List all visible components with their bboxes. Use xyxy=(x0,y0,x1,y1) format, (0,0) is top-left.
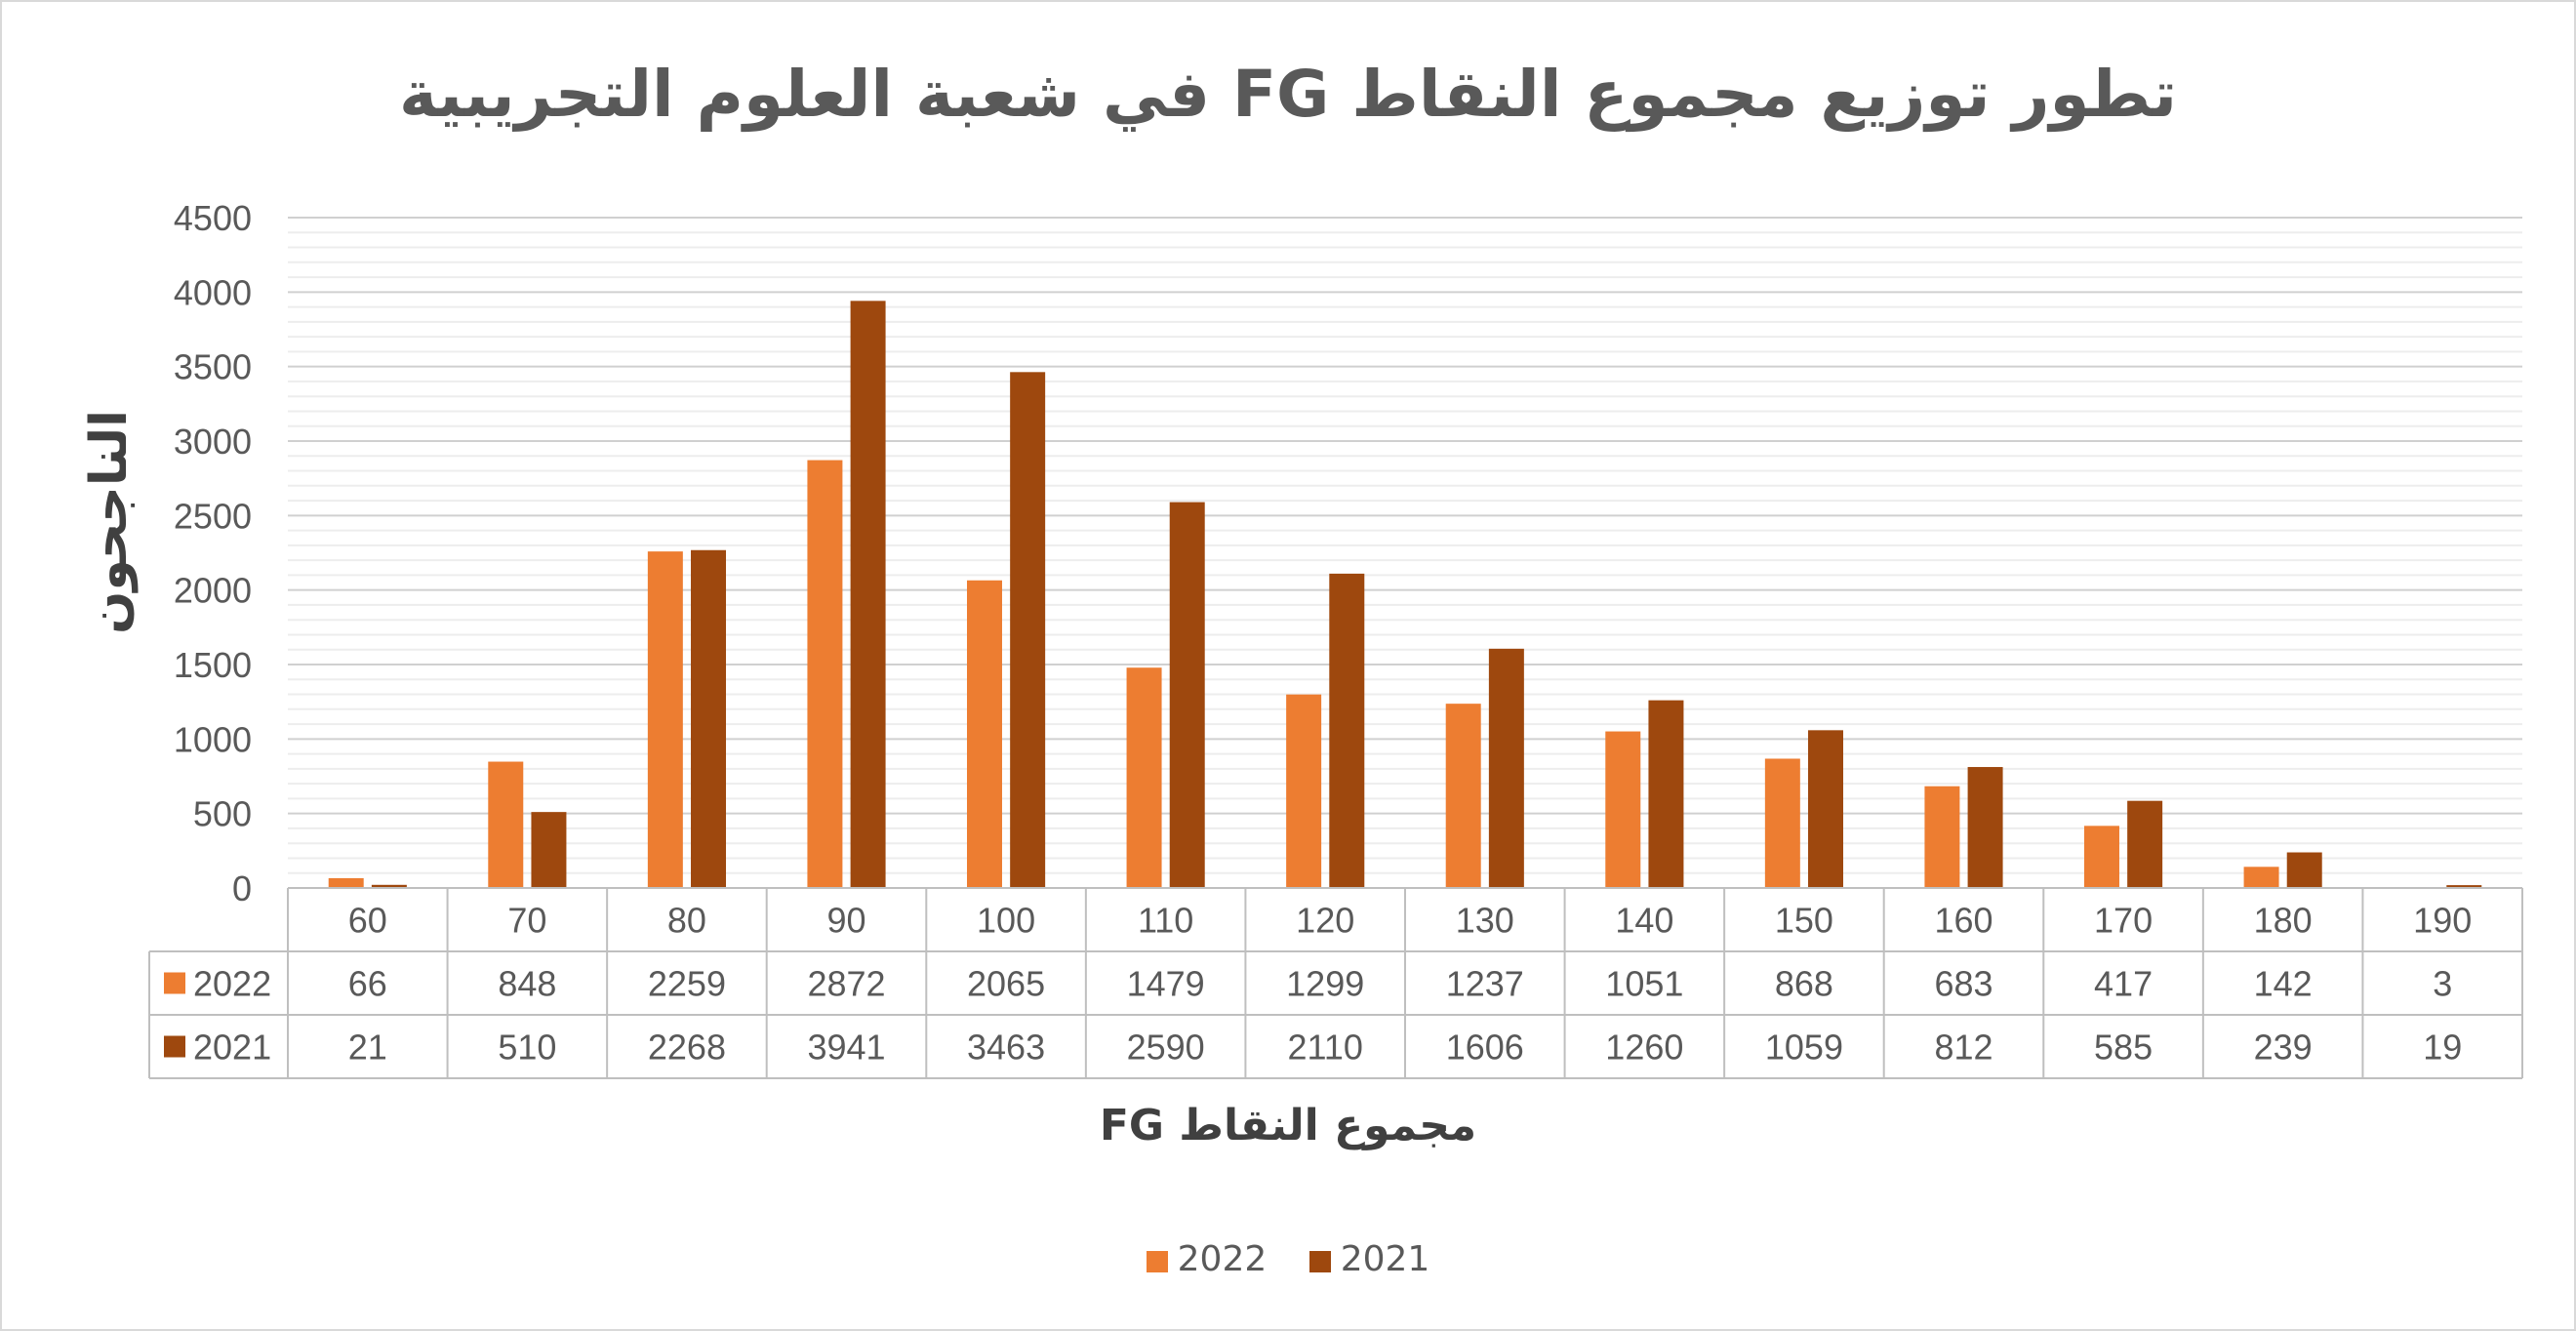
table-cell-value: 848 xyxy=(498,964,556,1004)
table-cell-value: 868 xyxy=(1775,964,1833,1004)
x-tick-label: 110 xyxy=(1138,901,1193,941)
x-tick-label: 100 xyxy=(977,901,1035,941)
bar-series-2 xyxy=(691,549,727,888)
y-tick-label: 4500 xyxy=(174,198,252,238)
bar-series-2 xyxy=(1488,648,1524,888)
table-cell-value: 812 xyxy=(1934,1028,1992,1068)
y-tick-label: 500 xyxy=(193,794,252,834)
bar-series-1 xyxy=(2083,826,2119,888)
table-legend-key-series-1 xyxy=(164,972,185,994)
y-tick-label: 0 xyxy=(232,868,252,908)
table-cell-value: 2268 xyxy=(648,1028,726,1068)
x-tick-label: 190 xyxy=(2413,901,2472,941)
x-tick-label: 160 xyxy=(1934,901,1992,941)
bar-series-2 xyxy=(2446,885,2482,888)
table-cell-value: 1237 xyxy=(1446,964,1524,1004)
table-cell-value: 19 xyxy=(2423,1028,2462,1068)
legend-label-series-1: 2022 xyxy=(1177,1239,1268,1279)
table-cell-value: 2110 xyxy=(1288,1028,1363,1068)
legend-item-series-1: 2022 xyxy=(1146,1239,1268,1279)
bar-series-1 xyxy=(328,877,364,888)
bar-series-2 xyxy=(2127,800,2163,888)
bar-series-2 xyxy=(1808,730,1844,888)
y-tick-label: 4000 xyxy=(174,272,252,312)
y-tick-label: 2500 xyxy=(174,496,252,536)
bar-series-2 xyxy=(1010,372,1046,889)
table-cell-value: 1479 xyxy=(1127,964,1205,1004)
y-tick-label: 1000 xyxy=(174,719,252,759)
legend-swatch-series-1 xyxy=(1146,1251,1168,1272)
table-cell-value: 66 xyxy=(348,964,387,1004)
table-cell-value: 1606 xyxy=(1446,1028,1524,1068)
legend-swatch-series-2 xyxy=(1308,1251,1331,1272)
y-tick-label: 1500 xyxy=(174,645,252,685)
bar-series-2 xyxy=(1967,767,2003,888)
bar-series-2 xyxy=(850,301,886,888)
table-cell-value: 585 xyxy=(2094,1028,2153,1068)
table-cell-value: 2872 xyxy=(807,964,885,1004)
bar-series-1 xyxy=(1605,731,1641,888)
x-tick-label: 150 xyxy=(1775,901,1833,941)
table-cell-value: 3463 xyxy=(967,1028,1045,1068)
table-cell-value: 21 xyxy=(348,1028,387,1068)
y-tick-label: 3500 xyxy=(174,347,252,387)
bar-series-1 xyxy=(1126,667,1162,888)
table-cell-value: 417 xyxy=(2094,964,2153,1004)
table-row-label-series-1: 2022 xyxy=(193,964,271,1004)
table-cell-value: 2259 xyxy=(648,964,726,1004)
table-cell-value: 3 xyxy=(2433,964,2452,1004)
chart-title: تطور توزيع مجموع النقاط FG في شعبة العلو… xyxy=(398,57,2177,132)
x-tick-label: 140 xyxy=(1615,901,1673,941)
x-tick-label: 170 xyxy=(2094,901,2153,941)
bar-series-1 xyxy=(1286,694,1322,888)
table-cell-value: 1260 xyxy=(1605,1028,1683,1068)
table-row-label-series-2: 2021 xyxy=(193,1028,271,1068)
table-cell-value: 3941 xyxy=(807,1028,885,1068)
legend-label-series-2: 2021 xyxy=(1340,1239,1430,1279)
bar-series-1 xyxy=(647,551,683,888)
table-cell-value: 142 xyxy=(2254,964,2313,1004)
table-cell-value: 683 xyxy=(1934,964,1992,1004)
table-cell-value: 2590 xyxy=(1127,1028,1205,1068)
bar-series-1 xyxy=(1924,786,1960,888)
bar-series-1 xyxy=(966,580,1002,888)
table-cell-value: 1059 xyxy=(1765,1028,1843,1068)
x-tick-label: 90 xyxy=(826,901,865,941)
y-tick-label: 2000 xyxy=(174,571,252,611)
table-cell-value: 1299 xyxy=(1286,964,1364,1004)
bar-series-1 xyxy=(1764,758,1800,888)
table-legend-key-series-2 xyxy=(164,1035,185,1058)
bar-series-2 xyxy=(531,812,567,888)
y-tick-label: 3000 xyxy=(174,422,252,462)
x-tick-label: 180 xyxy=(2254,901,2313,941)
table-cell-value: 239 xyxy=(2254,1028,2313,1068)
bar-series-1 xyxy=(488,761,524,888)
bar-series-2 xyxy=(371,884,407,888)
bar-series-2 xyxy=(2286,852,2322,888)
legend-item-series-2: 2021 xyxy=(1308,1239,1430,1279)
x-tick-label: 80 xyxy=(667,901,706,941)
table-cell-value: 510 xyxy=(498,1028,556,1068)
bar-series-1 xyxy=(1445,704,1481,888)
bar-series-1 xyxy=(807,460,843,888)
bar-series-2 xyxy=(1648,700,1684,888)
bar-series-2 xyxy=(1169,502,1205,888)
legend: 2022 2021 xyxy=(0,1239,2576,1279)
x-tick-label: 70 xyxy=(507,901,546,941)
table-cell-value: 1051 xyxy=(1605,964,1683,1004)
bar-series-1 xyxy=(2243,867,2279,888)
x-tick-label: 60 xyxy=(348,901,387,941)
x-tick-label: 130 xyxy=(1456,901,1514,941)
table-cell-value: 2065 xyxy=(967,964,1045,1004)
x-axis-title: مجموع النقاط FG xyxy=(1099,1101,1477,1150)
x-tick-label: 120 xyxy=(1296,901,1354,941)
bar-series-2 xyxy=(1329,573,1365,888)
